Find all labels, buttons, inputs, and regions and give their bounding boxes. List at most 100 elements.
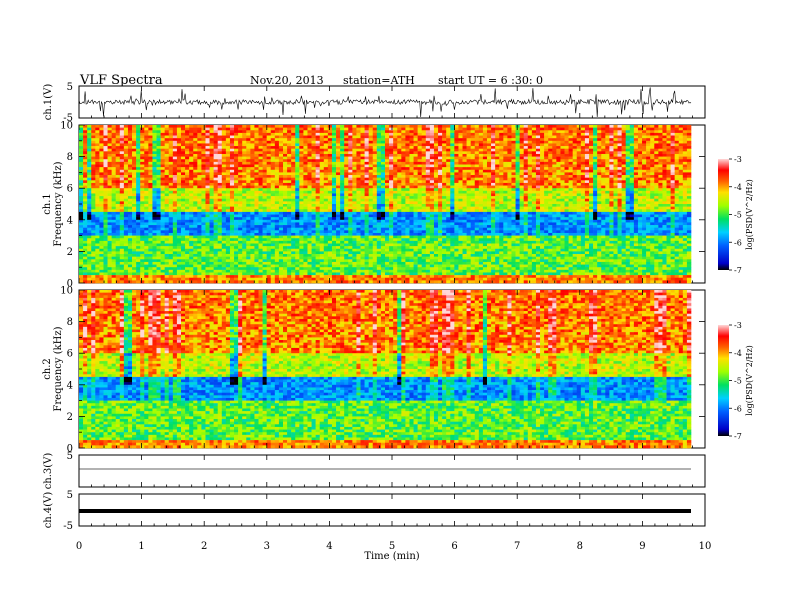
ch1-spectrogram-cell xyxy=(323,261,329,265)
ch1-spectrogram-cell xyxy=(311,227,316,231)
ch1-spectrogram-cell xyxy=(344,159,349,163)
ch1-spectrogram-cell xyxy=(176,193,182,197)
ch1-spectrogram-cell xyxy=(397,246,402,250)
ch1-spectrogram-cell xyxy=(168,140,174,144)
ch1-spectrogram-cell xyxy=(336,188,341,192)
ch1-spectrogram-cell xyxy=(393,269,398,273)
ch1-spectrogram-cell xyxy=(238,225,243,228)
ch1-spectrogram-cell xyxy=(307,204,312,207)
ch1-spectrogram-cell xyxy=(401,198,406,202)
ch1-spectrogram-cell xyxy=(181,251,186,255)
ch1-spectrogram-cell xyxy=(340,190,345,194)
ch1-spectrogram-cell xyxy=(242,130,247,134)
ch1-spectrogram-cell xyxy=(364,190,369,194)
ch1-spectrogram-cell xyxy=(234,193,239,197)
ch1-spectrogram-cell xyxy=(107,248,112,252)
ch1-spectrogram-cell xyxy=(372,235,378,239)
ch1-spectrogram-cell xyxy=(83,175,88,178)
ch1-spectrogram-cell xyxy=(136,138,141,142)
ch1-spectrogram-cell xyxy=(217,185,223,189)
ch1-spectrogram-cell xyxy=(274,161,280,165)
ch1-spectrogram-cell xyxy=(99,132,104,136)
ch1-spectrogram-cell xyxy=(368,182,374,186)
ch1-spectrogram-cell xyxy=(254,177,259,181)
ch1-spectrogram-cell xyxy=(205,235,210,239)
ch1-spectrogram-cell xyxy=(115,232,121,236)
ch1-spectrogram-cell xyxy=(95,272,100,276)
ch1-spectrogram-cell xyxy=(291,227,296,231)
ch1-spectrogram-cell xyxy=(148,256,153,260)
ch1-spectrogram-cell xyxy=(360,182,365,186)
ch1-spectrogram-cell xyxy=(185,164,190,168)
ch1-spectrogram-cell xyxy=(360,196,365,200)
ch1-spectrogram-cell xyxy=(99,146,104,149)
ch1-spectrogram-cell xyxy=(246,217,251,221)
ch1-spectrogram-cell xyxy=(274,227,280,231)
ch1-spectrogram-cell xyxy=(258,238,263,242)
ch1-spectrogram-cell xyxy=(176,251,182,255)
ch1-spectrogram-cell xyxy=(189,148,194,152)
ch1-spectrogram-cell xyxy=(291,240,296,244)
ch1-spectrogram-cell xyxy=(385,204,390,207)
ch1-spectrogram-cell xyxy=(348,148,353,152)
ch1-spectrogram-cell xyxy=(352,143,357,147)
ch1-spectrogram-cell xyxy=(229,180,235,184)
ch1-spectrogram-cell xyxy=(136,230,141,234)
ch1-spectrogram-cell xyxy=(336,206,341,210)
ch1-spectrogram-cell xyxy=(176,125,182,128)
ch1-spectrogram-cell xyxy=(397,240,402,244)
ch1-spectrogram-cell xyxy=(119,125,125,128)
ch1-spectrogram-cell xyxy=(185,201,190,205)
ch1-spectrogram-cell xyxy=(250,198,255,202)
ch1-spectrogram-cell xyxy=(372,146,378,149)
ch1-spectrogram-cell xyxy=(287,169,292,173)
ch1-spectrogram-cell xyxy=(283,188,288,192)
ch1-spectrogram-cell xyxy=(409,214,414,218)
ch1-spectrogram-cell xyxy=(311,277,316,281)
ch1-spectrogram-cell xyxy=(221,201,227,205)
ch1-spectrogram-cell xyxy=(242,164,247,168)
ch1-spectrogram-cell xyxy=(397,143,402,147)
ch1-spectrogram-cell xyxy=(156,222,161,226)
ch1-spectrogram-cell xyxy=(229,254,235,257)
ch1-spectrogram-cell xyxy=(127,198,133,202)
ch1-spectrogram-cell xyxy=(336,240,341,244)
ch1-spectrogram-cell xyxy=(103,280,108,284)
ch1-spectrogram-cell xyxy=(127,219,133,223)
ch1-spectrogram-cell xyxy=(189,190,194,194)
ch1-spectrogram-cell xyxy=(148,188,153,192)
ch1-spectrogram-cell xyxy=(327,201,333,205)
ch1-spectrogram-cell xyxy=(413,259,418,263)
ch1-spectrogram-cell xyxy=(172,180,178,184)
ch1-spectrogram-cell xyxy=(262,182,267,186)
ch1-spectrogram-cell xyxy=(221,148,227,152)
ch1-spectrogram-cell xyxy=(348,246,353,250)
ch1-spectrogram-cell xyxy=(156,180,161,184)
ch1-spectrogram-cell xyxy=(401,204,406,207)
ch1-spectrogram-cell xyxy=(376,238,382,242)
ch1-spectrogram-cell xyxy=(181,188,186,192)
ch1-spectrogram-cell xyxy=(315,206,321,210)
ch1-spectrogram-cell xyxy=(299,211,304,215)
ch1-spectrogram-cell xyxy=(95,182,100,186)
ch1-spectrogram-cell xyxy=(250,232,255,236)
ch1-spectrogram-cell xyxy=(360,254,365,257)
ch1-spectrogram-cell xyxy=(201,132,206,136)
ch1-spectrogram-cell xyxy=(380,185,386,189)
ch1-spectrogram-cell xyxy=(168,232,174,236)
ch1-spectrogram-cell xyxy=(160,140,165,144)
ch1-spectrogram-cell xyxy=(83,269,88,273)
ch1-spectrogram-cell xyxy=(197,148,202,152)
ch1-spectrogram-cell xyxy=(295,230,300,234)
ch1-spectrogram-cell xyxy=(189,275,194,279)
ch1-spectrogram-cell xyxy=(364,135,369,139)
ch1-spectrogram-cell xyxy=(99,272,104,276)
ch1-spectrogram-cell xyxy=(311,164,316,168)
ch1-spectrogram-cell xyxy=(340,167,345,171)
ch1-spectrogram-cell xyxy=(250,275,255,279)
ch1-spectrogram-cell xyxy=(79,272,84,276)
ch1-spectrogram-cell xyxy=(376,214,382,218)
ch1-spectrogram-cell xyxy=(103,214,108,218)
ch1-spectrogram-cell xyxy=(266,156,272,160)
ch1-spectrogram-cell xyxy=(119,214,125,218)
